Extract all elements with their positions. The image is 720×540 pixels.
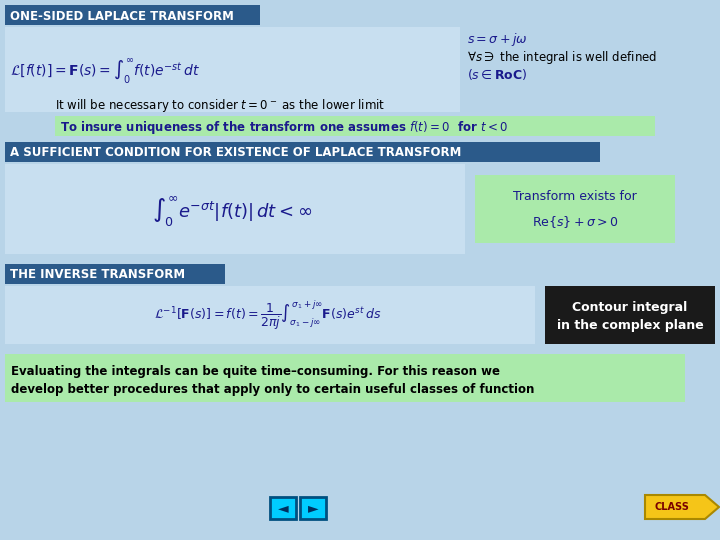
Text: in the complex plane: in the complex plane (557, 320, 703, 333)
Text: $\mathcal{L}^{-1}[\mathbf{F}(s)] = f(t) = \dfrac{1}{2\pi j}\int_{\sigma_1-j\inft: $\mathcal{L}^{-1}[\mathbf{F}(s)] = f(t) … (154, 298, 382, 332)
Bar (55, 116, 655, 136)
Text: It will be necessary to consider $t = 0^-$ as the lower limit: It will be necessary to consider $t = 0^… (55, 97, 385, 113)
Text: A SUFFICIENT CONDITION FOR EXISTENCE OF LAPLACE TRANSFORM: A SUFFICIENT CONDITION FOR EXISTENCE OF … (10, 146, 462, 159)
Text: To insure uniqueness of the transform one assumes $f(t) = 0$  for $t < 0$: To insure uniqueness of the transform on… (60, 118, 508, 136)
Bar (300, 497, 326, 519)
Bar (5, 164, 465, 254)
Text: CLASS: CLASS (654, 502, 690, 512)
Text: $\int_0^{\infty} e^{-\sigma t}|f(t)|\, dt < \infty$: $\int_0^{\infty} e^{-\sigma t}|f(t)|\, d… (152, 195, 312, 229)
Bar (462, 27, 715, 112)
Text: $s = \sigma + j\omega$: $s = \sigma + j\omega$ (467, 31, 528, 49)
Text: ONE-SIDED LAPLACE TRANSFORM: ONE-SIDED LAPLACE TRANSFORM (10, 10, 234, 23)
Bar (5, 27, 460, 112)
Text: $\forall s \ni$ the integral is well defined: $\forall s \ni$ the integral is well def… (467, 49, 657, 65)
Text: Contour integral: Contour integral (572, 300, 688, 314)
Text: Evaluating the integrals can be quite time–consuming. For this reason we: Evaluating the integrals can be quite ti… (11, 366, 500, 379)
Text: ◄: ◄ (278, 501, 288, 515)
Text: $(s \in \mathbf{RoC})$: $(s \in \mathbf{RoC})$ (467, 66, 527, 82)
Text: develop better procedures that apply only to certain useful classes of function: develop better procedures that apply onl… (11, 383, 534, 396)
Text: ►: ► (307, 501, 318, 515)
Text: $\mathcal{L}[f(t)] = \mathbf{F}(s) = \int_0^{\infty} f(t)e^{-st}\, dt$: $\mathcal{L}[f(t)] = \mathbf{F}(s) = \in… (10, 58, 200, 86)
Bar (5, 142, 600, 162)
Bar (475, 175, 675, 243)
Bar (5, 354, 685, 402)
Bar (5, 264, 225, 284)
Text: Transform exists for: Transform exists for (513, 191, 637, 204)
Bar (270, 497, 296, 519)
Polygon shape (645, 495, 719, 519)
Text: THE INVERSE TRANSFORM: THE INVERSE TRANSFORM (10, 268, 185, 281)
Bar (545, 286, 715, 344)
Bar (5, 286, 535, 344)
Text: $\mathrm{Re}\{s\}+\sigma>0$: $\mathrm{Re}\{s\}+\sigma>0$ (532, 214, 618, 230)
Bar (5, 5, 260, 25)
